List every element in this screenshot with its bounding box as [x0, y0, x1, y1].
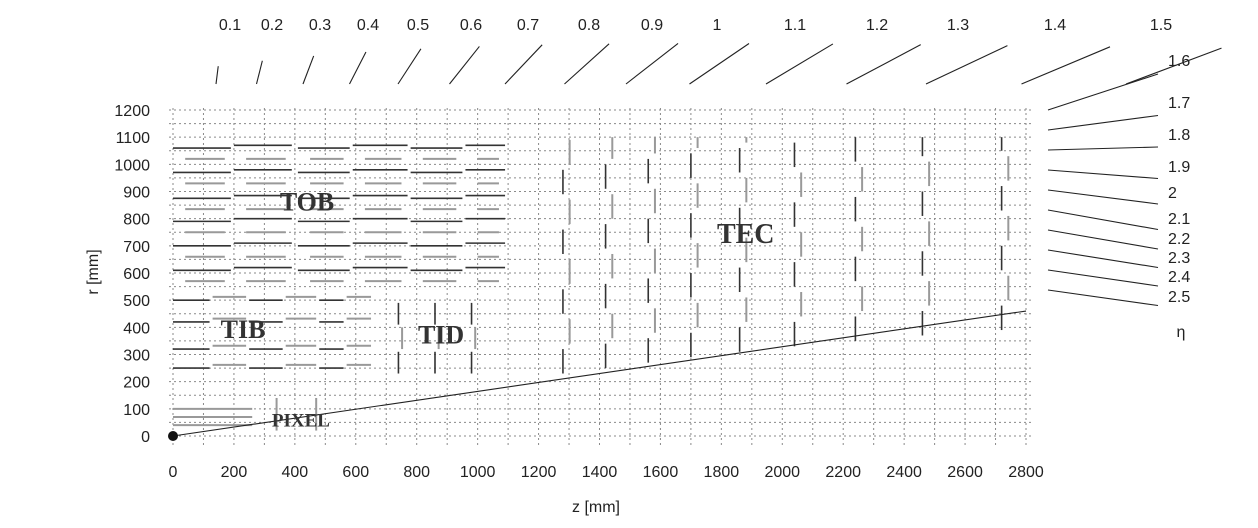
interaction-point-marker	[168, 431, 178, 441]
eta-top-label: 1	[713, 17, 722, 34]
x-tick-label: 2000	[764, 464, 800, 481]
eta-top-line	[689, 43, 750, 85]
eta-top-label: 0.1	[219, 17, 241, 34]
x-tick-label: 400	[282, 464, 309, 481]
x-tick-label: 1600	[643, 464, 679, 481]
y-tick-label: 700	[123, 239, 150, 256]
x-tick-label: 200	[221, 464, 248, 481]
eta-right-line	[1047, 73, 1159, 111]
x-tick-label: 1000	[460, 464, 496, 481]
y-tick-label: 200	[123, 375, 150, 392]
eta-right-label: 1.8	[1168, 127, 1190, 144]
y-tick-label: 500	[123, 293, 150, 310]
eta-top-line	[765, 43, 834, 85]
eta-right-label: 1.6	[1168, 53, 1190, 70]
region-label-tib: TIB	[221, 315, 266, 344]
x-tick-label: 2600	[947, 464, 983, 481]
eta-top-line	[504, 44, 543, 85]
eta-right-line	[1047, 289, 1159, 307]
x-tick-label: 1800	[704, 464, 740, 481]
x-tick-label: 1200	[521, 464, 557, 481]
eta-top-label: 1.5	[1150, 17, 1172, 34]
x-axis-label: z [mm]	[572, 499, 620, 516]
eta-lines: 0.1 0.2 0.3 0.4 0.5 0.6 0.7 0.8 0.9 1 1.1 1.2 1.3 1.4…	[172, 17, 1222, 437]
x-tick-label: 2800	[1008, 464, 1044, 481]
y-tick-label: 1100	[116, 130, 151, 147]
eta-top-label: 1.3	[947, 17, 969, 34]
y-tick-label: 1000	[114, 157, 150, 174]
eta-right-label: 2.2	[1168, 231, 1190, 248]
eta-right-label: 2.1	[1168, 211, 1190, 228]
region-label-pixel: PIXEL	[272, 410, 330, 431]
eta-top-label: 1.2	[866, 17, 888, 34]
x-tick-label: 600	[342, 464, 369, 481]
y-tick-label: 600	[123, 266, 150, 283]
eta-top-line	[302, 55, 315, 85]
y-tick-label: 1200	[114, 103, 150, 120]
eta-top-label: 0.7	[517, 17, 539, 34]
region-label-tob: TOB	[280, 188, 334, 217]
region-labels: TOB TEC TIB TID PIXEL	[221, 188, 775, 432]
eta-top-line	[1021, 46, 1111, 85]
x-tick-label: 2400	[886, 464, 922, 481]
eta-right-line	[1047, 249, 1159, 269]
y-tick-label: 0	[141, 429, 150, 446]
y-tick-label: 100	[123, 402, 150, 419]
eta-right-line	[1047, 209, 1159, 231]
eta-top-label: 0.6	[460, 17, 482, 34]
eta-top-line	[349, 51, 367, 85]
eta-right-line	[1047, 114, 1159, 131]
x-tick-label: 1400	[582, 464, 618, 481]
eta-top-label: 0.5	[407, 17, 429, 34]
eta-right-label: 2.3	[1168, 250, 1190, 267]
eta-reference-line	[172, 310, 1027, 437]
eta-top-line	[564, 43, 610, 85]
eta-symbol-label: η	[1177, 324, 1186, 341]
eta-top-label: 1.1	[784, 17, 806, 34]
region-label-tid: TID	[418, 321, 464, 350]
eta-top-line	[846, 44, 921, 85]
eta-right-line	[1047, 169, 1159, 180]
eta-top-label: 1.4	[1044, 17, 1066, 34]
eta-right-label: 2.5	[1168, 289, 1190, 306]
y-tick-label: 800	[123, 212, 150, 229]
y-tick-label: 300	[123, 348, 150, 365]
eta-top-line	[449, 46, 480, 85]
grid	[169, 108, 1032, 447]
eta-top-line	[625, 42, 679, 85]
eta-top-label: 0.2	[261, 17, 283, 34]
eta-right-line	[1047, 146, 1159, 151]
x-tick-label: 2200	[825, 464, 861, 481]
eta-right-label: 1.9	[1168, 159, 1190, 176]
y-tick-label: 900	[123, 185, 150, 202]
eta-top-line	[255, 60, 263, 85]
eta-right-label: 1.7	[1168, 95, 1190, 112]
eta-top-label: 0.4	[357, 17, 379, 34]
detector-modules	[173, 137, 1010, 431]
eta-top-line	[397, 48, 422, 85]
eta-top-label: 0.8	[578, 17, 600, 34]
eta-right-line	[1047, 189, 1159, 205]
eta-right-line	[1047, 229, 1159, 250]
y-tick-label: 400	[123, 320, 150, 337]
eta-top-label: 0.3	[309, 17, 331, 34]
y-axis-label: r [mm]	[85, 249, 102, 294]
region-label-tec: TEC	[717, 219, 775, 250]
eta-top-line	[925, 45, 1008, 85]
eta-right-line	[1047, 269, 1159, 287]
x-tick-label: 800	[403, 464, 430, 481]
axis-ticks: 0 200 400 600 800 1000 1200 1400 1600 1800 2000 220…	[114, 103, 1043, 481]
eta-top-line	[1125, 47, 1222, 85]
x-tick-label: 0	[169, 464, 178, 481]
eta-right-label: 2.4	[1168, 269, 1190, 286]
eta-top-label: 0.9	[641, 17, 663, 34]
eta-right-label: 2	[1168, 185, 1177, 202]
eta-top-line	[215, 66, 219, 85]
